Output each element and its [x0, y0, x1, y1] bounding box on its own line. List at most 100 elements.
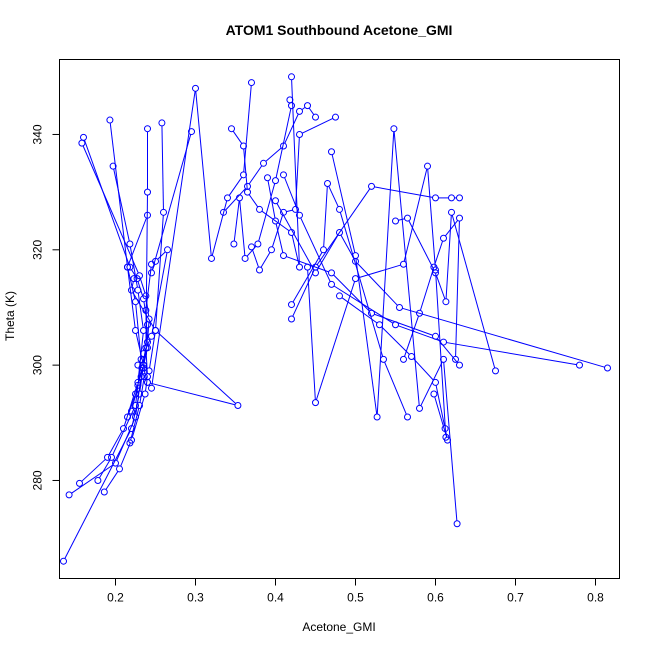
series-4-point	[144, 125, 151, 133]
series-15-point	[368, 309, 375, 317]
series-4-segment	[105, 471, 119, 490]
series-18-segment	[384, 361, 407, 415]
series-9-segment	[143, 370, 148, 380]
series-9-point	[128, 286, 135, 294]
series-8-point	[134, 361, 142, 369]
series-12-point	[241, 254, 249, 262]
series-10-segment	[151, 91, 196, 386]
series-13-segment	[284, 113, 299, 144]
series-8-segment	[151, 252, 168, 334]
series-6-point	[136, 272, 143, 280]
series-2-point	[140, 327, 147, 335]
series-23-segment	[398, 218, 405, 221]
series-11-segment	[248, 194, 259, 208]
series-1-point	[132, 413, 139, 421]
series-13-point	[220, 208, 227, 216]
series-21-point	[390, 125, 398, 133]
series-8-segment	[151, 134, 192, 271]
series-13-segment	[301, 106, 306, 111]
x-axis-label: Acetone_GMI	[302, 620, 375, 634]
series-22-segment	[435, 385, 445, 426]
x-tick-label: 0.3	[187, 591, 204, 605]
series-24-point	[456, 214, 463, 222]
series-3-segment	[109, 122, 128, 265]
series-20-point	[352, 275, 359, 283]
series-10-point	[248, 79, 255, 87]
series-24-segment	[444, 220, 459, 237]
series-4-point	[141, 390, 149, 398]
series-20-segment	[307, 270, 316, 400]
series-2-segment	[123, 385, 138, 426]
series-11-segment	[243, 148, 248, 190]
series-24-segment	[455, 221, 460, 357]
series-6-segment	[147, 321, 150, 340]
series-23-segment	[451, 215, 496, 369]
series-18-segment	[292, 252, 323, 303]
series-15-point	[272, 217, 279, 225]
series-5-segment	[145, 327, 148, 345]
series-12-point	[230, 240, 238, 248]
series-23-point	[404, 214, 411, 222]
series-18-point	[380, 355, 387, 363]
series-23-point	[442, 298, 450, 306]
series-17-segment	[276, 203, 315, 271]
series-3-point	[137, 355, 145, 363]
series-24-segment	[404, 315, 419, 357]
series-1-point	[65, 491, 73, 499]
series-3-point	[132, 402, 139, 409]
series-8-segment	[157, 251, 166, 260]
series-3-point	[106, 116, 114, 124]
series-16-point	[440, 338, 447, 346]
series-14-point	[280, 208, 287, 216]
series-8-point	[164, 246, 171, 254]
series-10-point	[208, 254, 215, 262]
series-6-point	[145, 315, 153, 323]
series-20-segment	[403, 168, 428, 262]
chart-title: ATOM1 Southbound Acetone_GMI	[226, 22, 453, 38]
series-6-segment	[131, 388, 138, 409]
series-5-segment	[131, 269, 136, 277]
series-10-point	[144, 378, 151, 386]
series-18-point	[336, 205, 343, 213]
series-23-segment	[408, 220, 435, 271]
series-23-point	[392, 217, 399, 225]
series-9-point	[130, 275, 138, 283]
series-24-segment	[434, 240, 444, 265]
series-21-segment	[393, 131, 420, 406]
series-10-segment	[195, 91, 212, 256]
series-7-point	[160, 208, 167, 216]
series-10-point	[148, 384, 155, 392]
series-13-point	[244, 182, 251, 190]
series-22-point	[376, 321, 383, 329]
series-21-segment	[376, 131, 395, 415]
series-18-segment	[339, 212, 384, 357]
series-10-segment	[228, 177, 243, 196]
series-15-point	[456, 361, 463, 369]
series-2-segment	[108, 430, 123, 456]
y-tick-label: 320	[31, 239, 45, 259]
series-11-point	[288, 73, 295, 81]
series-1-segment	[71, 464, 114, 494]
x-axis: 0.2 0.3 0.4 0.5 0.6 0.7 0.8	[107, 578, 604, 605]
series-7-point	[140, 373, 148, 381]
series-13-segment	[248, 165, 263, 185]
series-2-point	[134, 286, 142, 294]
series-11-point	[240, 142, 247, 150]
series-23-point	[492, 367, 499, 375]
series-5-segment	[84, 140, 130, 265]
series-3-segment	[98, 459, 111, 479]
plot-frame	[59, 59, 620, 579]
series-17-segment	[340, 234, 355, 259]
series-10-point	[224, 194, 231, 202]
series-2-segment	[113, 169, 130, 242]
series-21-point	[453, 520, 461, 528]
series-15-point	[280, 252, 287, 260]
series-14-segment	[295, 137, 300, 207]
series-7-segment	[139, 379, 145, 403]
series-7-segment	[149, 333, 156, 369]
series-14-point	[248, 243, 255, 251]
series-17-point	[272, 197, 279, 205]
series-12-point	[272, 177, 279, 185]
series-0-point	[60, 557, 67, 565]
series-22-point	[444, 436, 451, 444]
